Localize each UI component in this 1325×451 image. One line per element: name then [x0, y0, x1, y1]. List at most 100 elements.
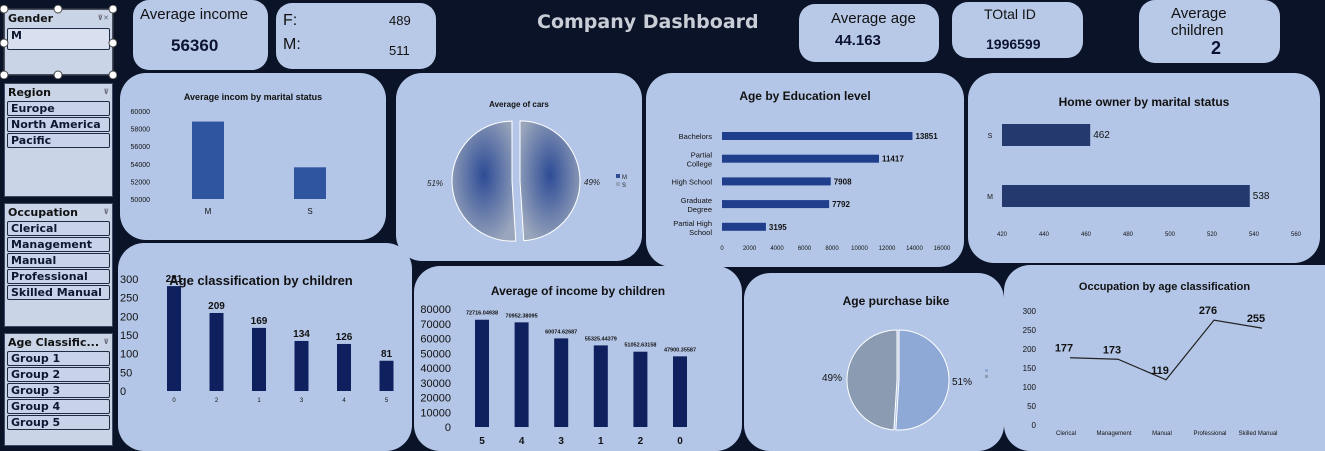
avg-children-value: 2 [1211, 38, 1222, 58]
region-item-europe[interactable]: Europe [7, 101, 110, 116]
y-tick-label: Partial High [673, 219, 712, 228]
gender-selected-item[interactable]: M [7, 28, 110, 50]
bike-title: Age purchase bike [842, 294, 950, 308]
filter-icon[interactable]: ⊽ [103, 338, 109, 346]
occupation-slicer[interactable]: Occupation ⊽ Clerical Management Manual P… [4, 203, 113, 327]
total-id-label: TOtal ID [984, 6, 1036, 22]
x-tick-label: 8000 [825, 246, 839, 252]
y-tick-label: 10000 [420, 407, 451, 419]
occupation-item-manual[interactable]: Manual [7, 253, 110, 268]
value-label: 7908 [834, 177, 852, 186]
bar [337, 343, 351, 391]
avg-children-label: Average children [1171, 5, 1227, 39]
gender-slicer[interactable]: Gender ⊽✕ M [4, 9, 113, 75]
cars-panel: Average of cars 49% 51% M S [396, 73, 642, 261]
x-tick-label: S [307, 207, 312, 216]
y-tick-label: 56000 [131, 144, 151, 151]
age-class-slicer[interactable]: Age Classific... ⊽ Group 1 Group 2 Group … [4, 333, 113, 446]
occupation-item-professional[interactable]: Professional [7, 269, 110, 284]
y-tick-label: 50 [120, 367, 132, 379]
income-marital-title: Average incom by marital status [183, 92, 323, 102]
value-label: 169 [251, 316, 268, 327]
x-tick-label: 2000 [743, 246, 757, 252]
value-label: 47900.35587 [664, 347, 696, 353]
legend-swatch [616, 182, 620, 186]
legend-label: M [622, 175, 627, 181]
value-label: 81 [381, 349, 393, 360]
y-tick-label: 50000 [131, 197, 151, 204]
x-tick-label: 3 [300, 398, 304, 404]
bar [1002, 124, 1091, 146]
x-tick-label: 16000 [934, 246, 951, 252]
total-id-value: 1996599 [986, 36, 1041, 52]
bar [593, 345, 608, 427]
value-label: 173 [1103, 344, 1121, 356]
age-education-panel: Age by Education level 13851 Bachelors 114… [646, 73, 964, 267]
region-slicer-title: Region [8, 85, 51, 99]
filter-icon[interactable]: ⊽ [103, 208, 109, 216]
y-tick-label: 30000 [420, 378, 451, 390]
bar [722, 154, 879, 163]
y-tick-label: 58000 [131, 127, 151, 134]
bar [722, 132, 913, 140]
female-count: 489 [389, 13, 411, 28]
x-tick-label: Skilled Manual [1238, 431, 1277, 437]
x-tick-label: 4 [519, 436, 525, 447]
value-label: 462 [1093, 130, 1110, 141]
avg-age-label: Average age [831, 10, 916, 27]
x-tick-label: 440 [1039, 232, 1050, 238]
pie-slice [451, 120, 517, 242]
x-tick-label: 5 [385, 398, 389, 404]
x-tick-label: 0 [677, 436, 683, 447]
x-tick-label: 3 [558, 436, 564, 447]
occupation-item-management[interactable]: Management [7, 237, 110, 252]
bar [475, 319, 489, 427]
income-children-title: Average of income by children [490, 284, 666, 298]
x-tick-label: 460 [1081, 232, 1092, 238]
age-class-item-group-2[interactable]: Group 2 [7, 367, 110, 382]
region-slicer[interactable]: Region ⊽ Europe North America Pacific [4, 83, 113, 197]
pie-slice [846, 329, 898, 431]
region-item-north-america[interactable]: North America [7, 117, 110, 132]
filter-clear-icon[interactable]: ⊽✕ [97, 14, 109, 22]
age-class-item-group-4[interactable]: Group 4 [7, 399, 110, 414]
x-tick-label: 1 [257, 398, 261, 404]
y-tick-label: 100 [1023, 383, 1037, 392]
pie-slice [519, 120, 581, 242]
y-tick-label: High School [672, 177, 713, 186]
age-class-item-group-1[interactable]: Group 1 [7, 351, 110, 366]
occupation-item-clerical[interactable]: Clerical [7, 221, 110, 236]
avg-income-value: 56360 [171, 36, 219, 55]
filter-icon[interactable]: ⊽ [103, 88, 109, 96]
age-class-item-group-3[interactable]: Group 3 [7, 383, 110, 398]
income-marital-panel: Average incom by marital status 50000 520… [120, 73, 386, 240]
x-tick-label: 420 [997, 232, 1008, 238]
age-class-item-group-5[interactable]: Group 5 [7, 415, 110, 430]
home-owner-chart: 462 S 538 M 420 440 460 480 500 520 540 560 [987, 124, 1302, 238]
slice-label: 51% [427, 179, 443, 188]
y-tick-label: 300 [120, 274, 138, 286]
y-tick-label: College [687, 160, 712, 169]
x-tick-label: 0 [172, 398, 176, 404]
bar [167, 286, 181, 391]
pie-slice [895, 329, 950, 431]
y-tick-label: 54000 [131, 162, 151, 169]
x-tick-label: 520 [1207, 232, 1218, 238]
value-label: 7792 [832, 200, 850, 209]
value-label: 11417 [882, 155, 904, 164]
x-tick-label: 480 [1123, 232, 1134, 238]
slice-label: 51% [952, 377, 972, 388]
bar [294, 167, 326, 199]
legend-label: S [622, 183, 626, 189]
cars-title: Average of cars [489, 100, 549, 109]
gender-count-card: F: 489 M: 511 [276, 3, 436, 69]
x-tick-label: 1 [598, 436, 604, 447]
x-tick-label: 2 [215, 398, 219, 404]
region-item-pacific[interactable]: Pacific [7, 133, 110, 148]
y-tick-label: M [987, 194, 993, 201]
value-label: 209 [208, 301, 225, 312]
value-label: 119 [1151, 365, 1169, 377]
x-tick-label: Manual [1152, 431, 1172, 437]
occupation-item-skilled-manual[interactable]: Skilled Manual [7, 285, 110, 300]
x-tick-label: 2 [638, 436, 644, 447]
